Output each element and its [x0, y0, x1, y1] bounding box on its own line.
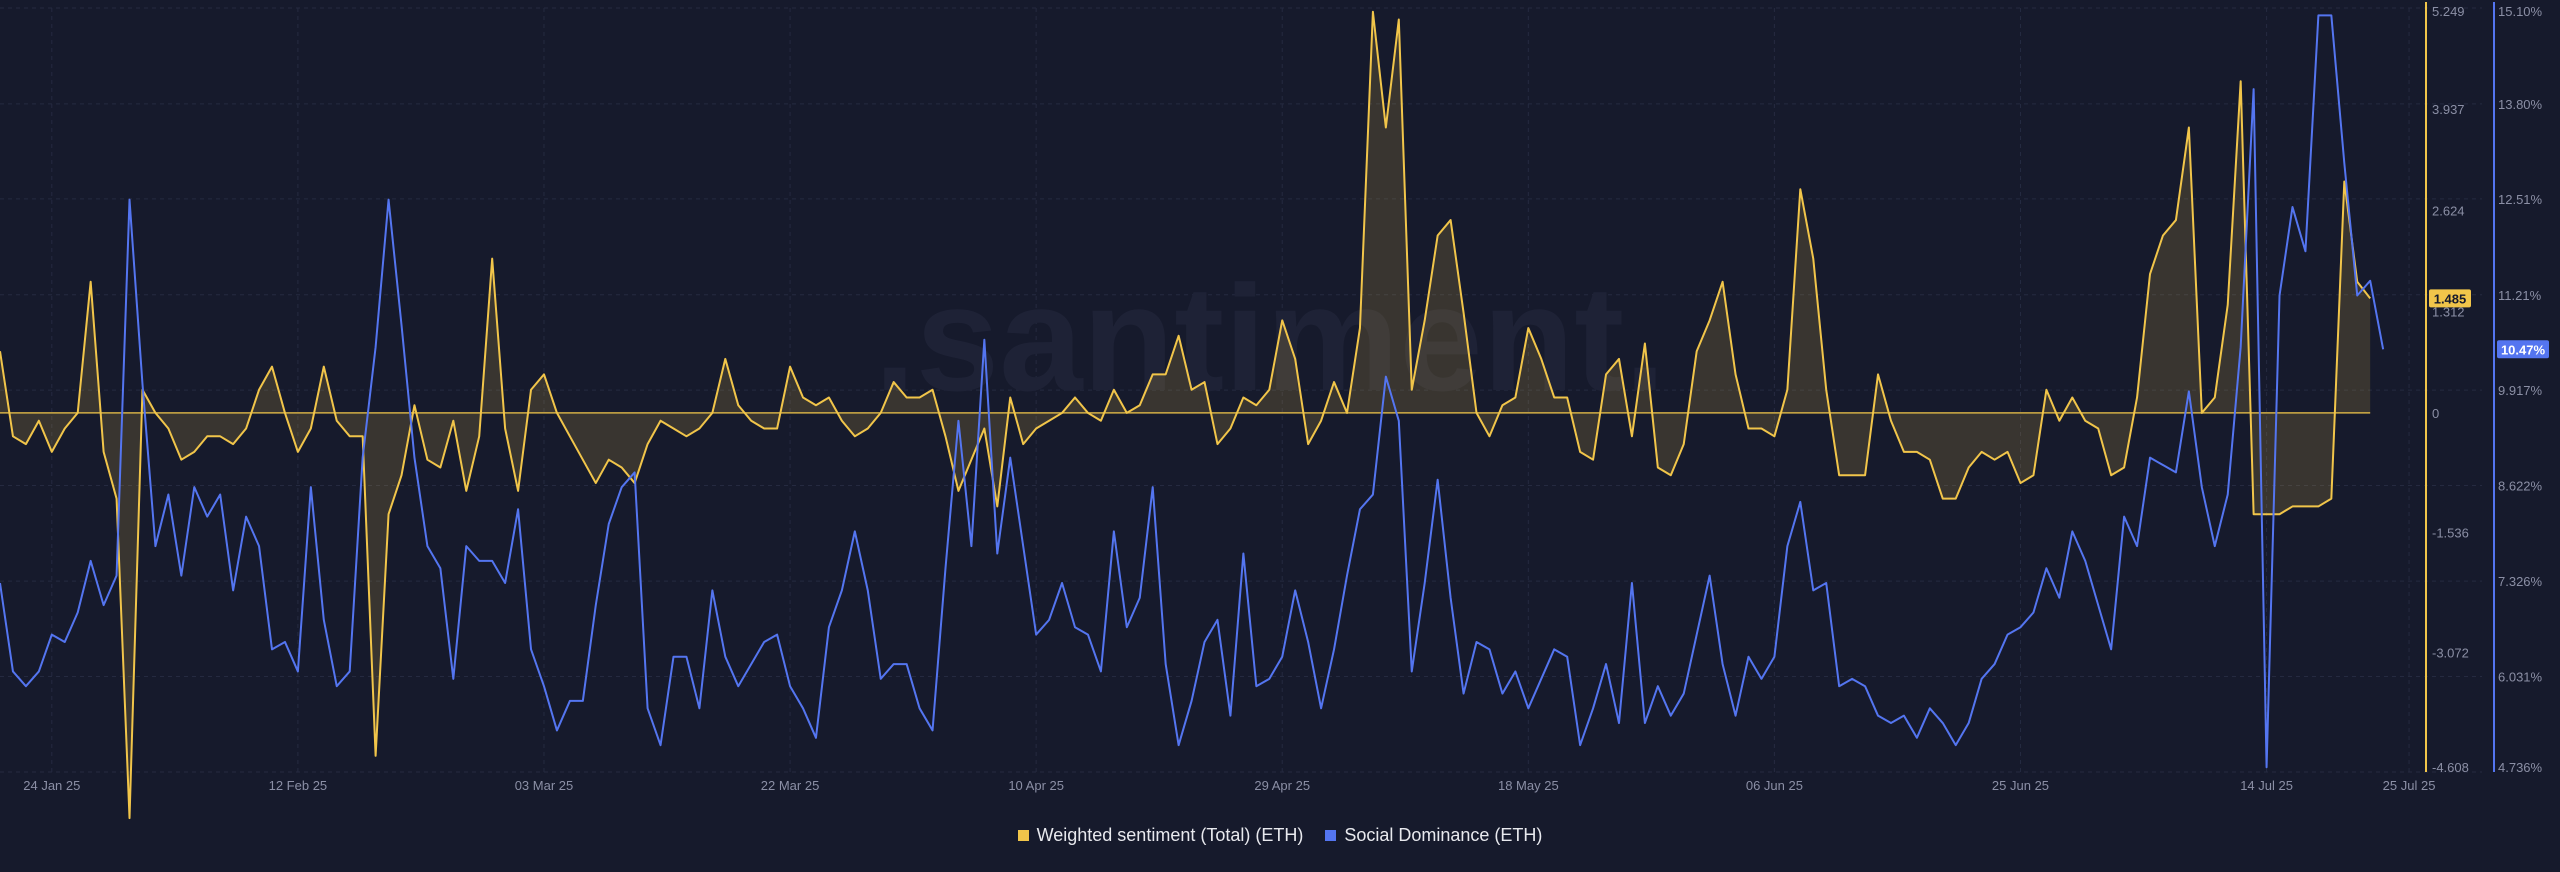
x-tick-label: 10 Apr 25 — [1008, 778, 1064, 793]
y-left-tick-label: 2.624 — [2432, 203, 2465, 218]
sentiment-line — [0, 10, 2371, 820]
x-tick-label: 06 Jun 25 — [1746, 778, 1803, 793]
y-right-tick-label: 11.21% — [2498, 288, 2542, 303]
x-tick-label: 03 Mar 25 — [515, 778, 574, 793]
watermark-text: .santiment. — [874, 254, 1666, 422]
y-left-tick-label: 0 — [2432, 406, 2439, 421]
y-right-tick-label: 8.622% — [2498, 479, 2543, 494]
x-tick-label: 14 Jul 25 — [2240, 778, 2293, 793]
x-tick-label: 22 Mar 25 — [761, 778, 820, 793]
y-right-tick-label: 15.10% — [2498, 4, 2543, 19]
x-tick-label: 25 Jun 25 — [1992, 778, 2049, 793]
y-left-tick-label: 3.937 — [2432, 102, 2465, 117]
y-left-tick-label: 1.312 — [2432, 305, 2465, 320]
y-left-tick-label: -3.072 — [2432, 645, 2469, 660]
y-right-tick-label: 12.51% — [2498, 192, 2543, 207]
dominance-current-label: 10.47% — [2501, 342, 2546, 357]
legend-label-sentiment: Weighted sentiment (Total) (ETH) — [1036, 824, 1304, 845]
y-left-tick-label: -4.608 — [2432, 760, 2469, 775]
y-right-tick-label: 9.917% — [2498, 383, 2543, 398]
legend-swatch-sentiment — [1017, 829, 1029, 841]
legend-swatch-dominance — [1325, 829, 1337, 841]
sentiment-current-badge — [2429, 289, 2471, 308]
y-right-tick-label: 4.736% — [2498, 760, 2543, 775]
dominance-line — [0, 14, 2385, 769]
y-right-tick-label: 6.031% — [2498, 670, 2543, 685]
x-tick-label: 24 Jan 25 — [23, 778, 80, 793]
x-tick-label: 29 Apr 25 — [1254, 778, 1310, 793]
y-right-tick-label: 13.80% — [2498, 97, 2543, 112]
y-left-tick-label: -1.536 — [2432, 526, 2469, 541]
series-layer — [0, 10, 2385, 820]
x-tick-label: 12 Feb 25 — [269, 778, 328, 793]
sentiment-current-label: 1.485 — [2434, 291, 2467, 306]
legend: Weighted sentiment (Total) (ETH) Social … — [0, 820, 2560, 850]
x-tick-label: 18 May 25 — [1498, 778, 1559, 793]
x-tick-label: 25 Jul 25 — [2383, 778, 2436, 793]
dominance-current-badge — [2497, 340, 2549, 359]
axis-layer: 5.249 3.937 2.624 1.312 0 -1.536 -3.072 -4.608 1… — [23, 2, 2549, 793]
legend-item-sentiment[interactable]: Weighted sentiment (Total) (ETH) — [1017, 824, 1304, 846]
legend-item-dominance[interactable]: Social Dominance (ETH) — [1325, 825, 1542, 846]
sentiment-area — [0, 11, 2371, 819]
y-right-tick-label: 7.326% — [2498, 574, 2543, 589]
legend-label-dominance: Social Dominance (ETH) — [1344, 824, 1543, 845]
y-left-tick-label: 5.249 — [2432, 4, 2465, 19]
